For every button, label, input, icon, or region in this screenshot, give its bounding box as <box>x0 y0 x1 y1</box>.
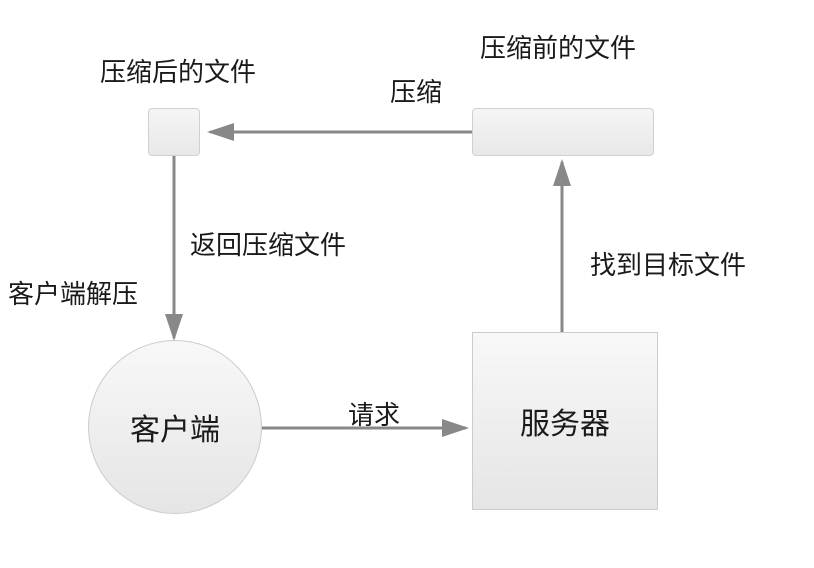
extra-label-decompress: 客户端解压 <box>8 274 138 311</box>
server-node: 服务器 <box>472 332 658 510</box>
server-label: 服务器 <box>520 399 610 443</box>
compressed-file-title: 压缩后的文件 <box>100 52 256 89</box>
client-label: 客户端 <box>130 405 220 449</box>
edge-label-compress: 压缩 <box>390 72 442 109</box>
compressed-file-node <box>148 108 200 156</box>
edge-label-find: 找到目标文件 <box>590 245 746 282</box>
uncompressed-file-node <box>472 108 654 156</box>
edge-label-request: 请求 <box>348 395 400 432</box>
client-node: 客户端 <box>88 340 262 514</box>
edge-label-return: 返回压缩文件 <box>190 225 346 262</box>
uncompressed-file-title: 压缩前的文件 <box>480 28 636 65</box>
